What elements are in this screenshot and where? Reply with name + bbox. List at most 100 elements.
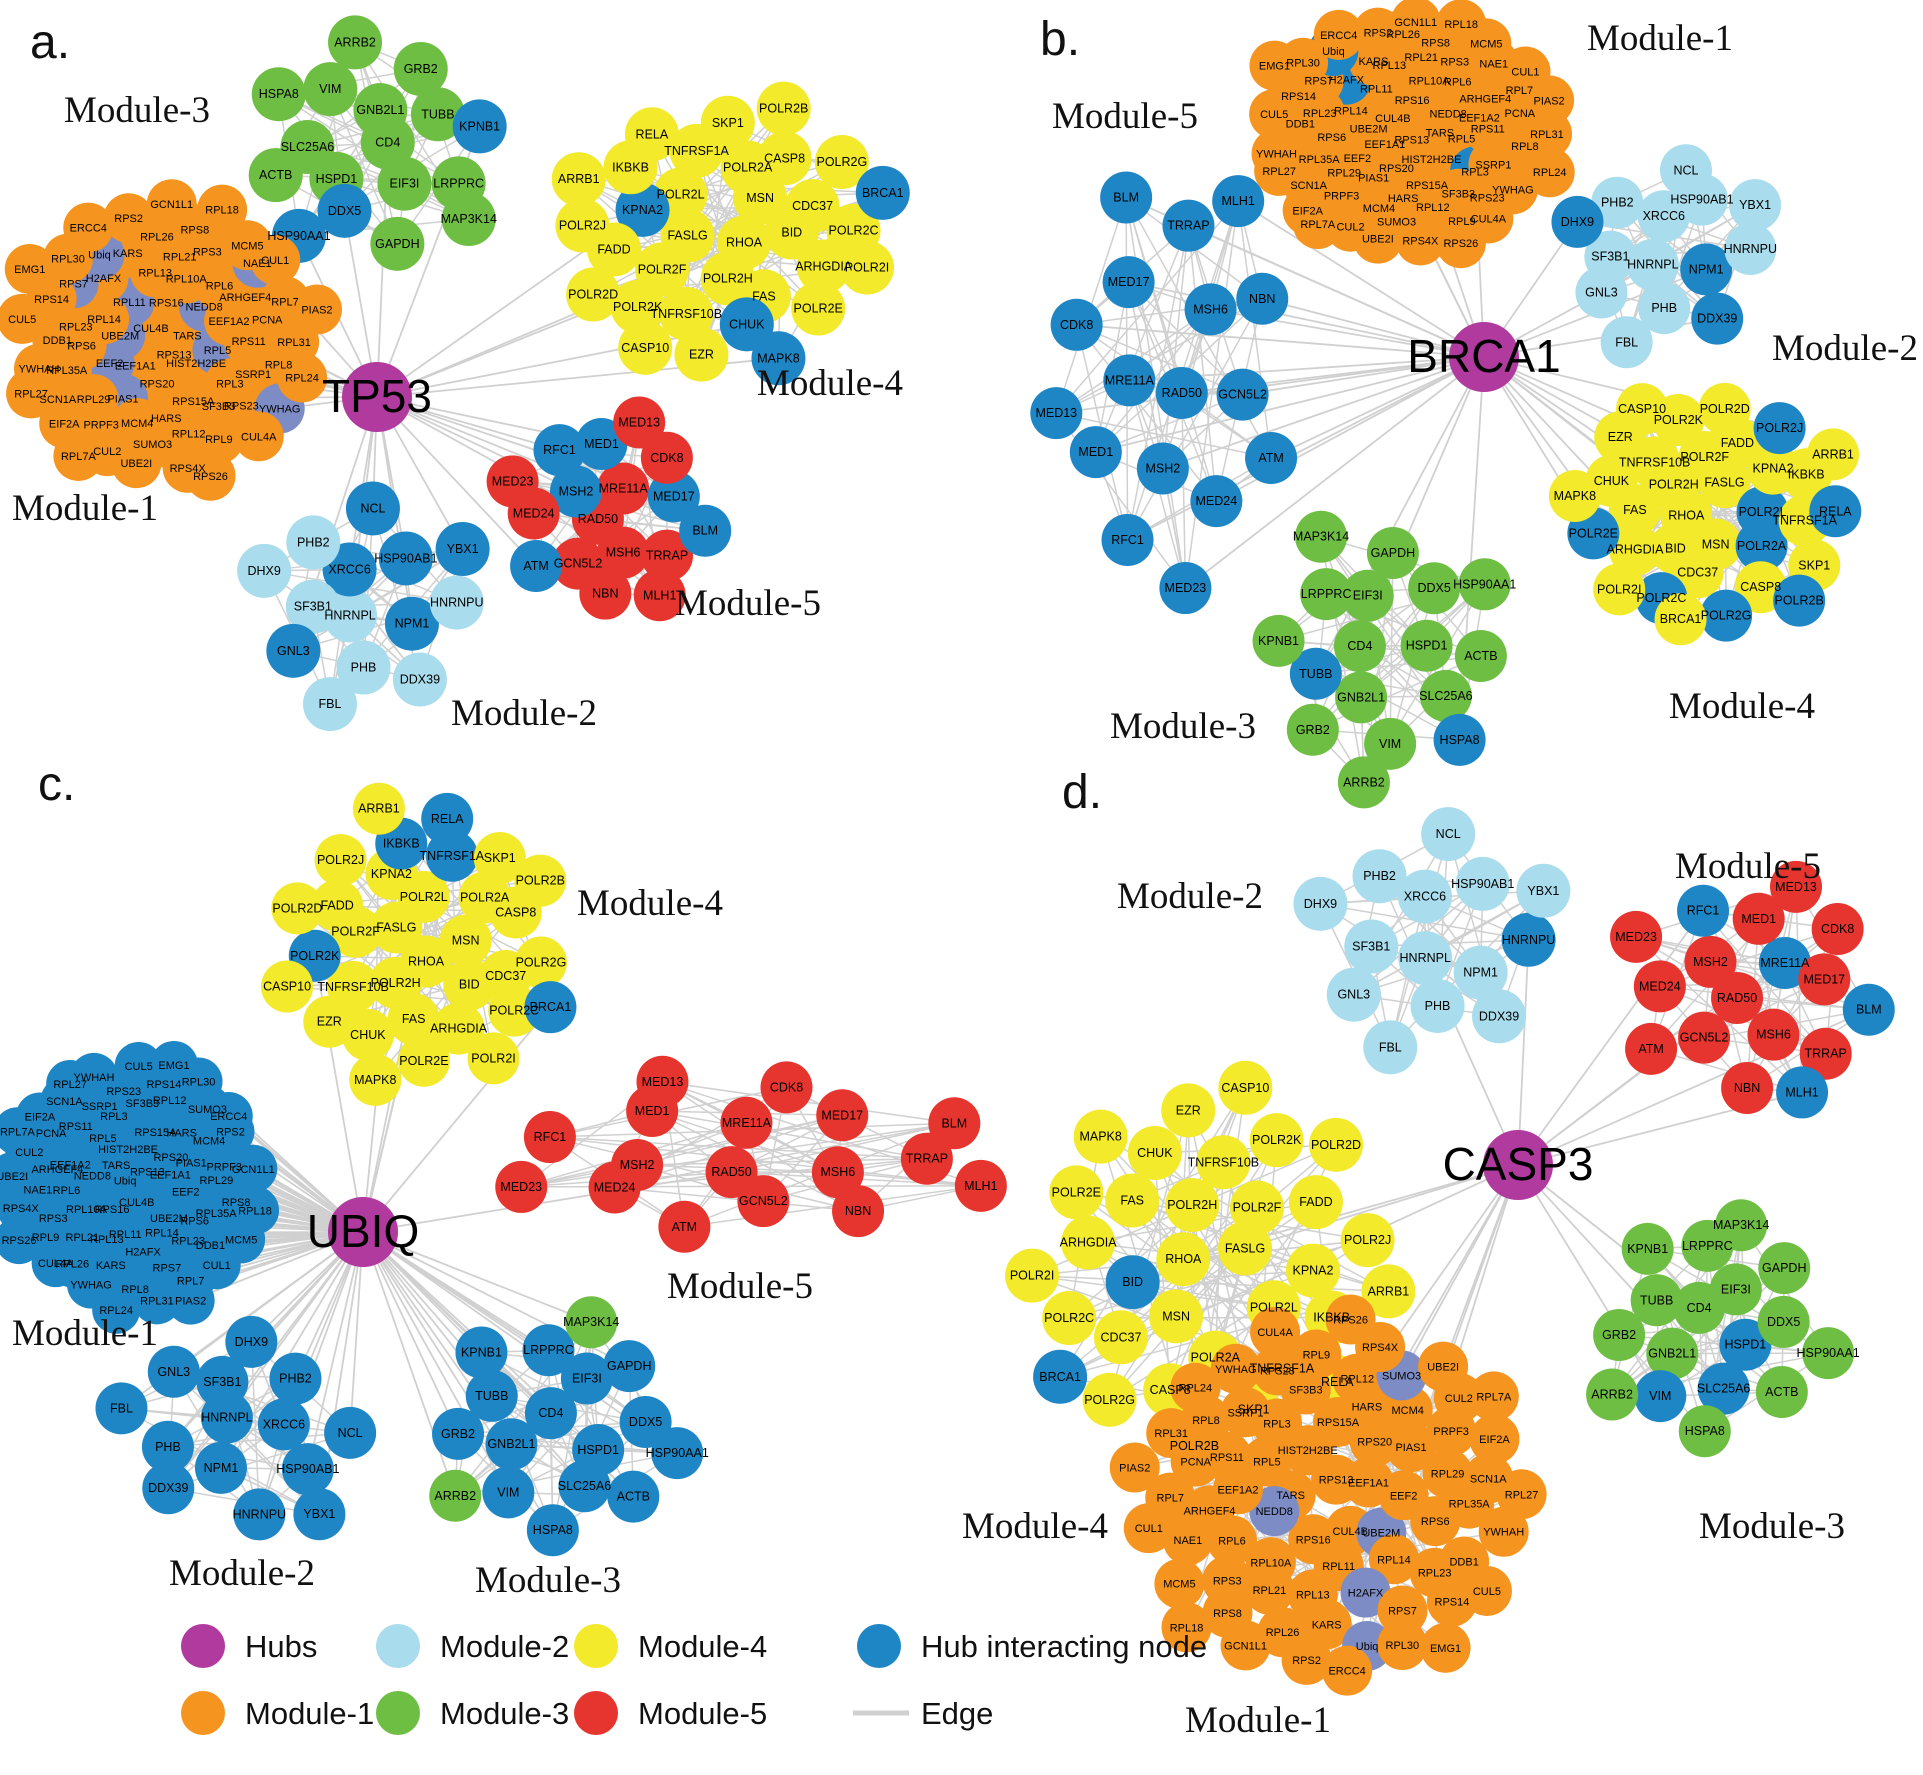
node-POLR2K[interactable]	[1249, 1113, 1304, 1168]
node-HSPA8[interactable]	[1678, 1405, 1731, 1458]
node-POLR2G[interactable]	[514, 936, 567, 989]
node-POLR2J[interactable]	[555, 198, 610, 253]
node-XRCC6[interactable]	[257, 1398, 310, 1451]
node-GNB2L1[interactable]	[1335, 671, 1388, 724]
node-CD4[interactable]	[524, 1387, 577, 1440]
node-VIM[interactable]	[1634, 1370, 1687, 1423]
node-ACTB[interactable]	[248, 148, 303, 203]
node-RPS2[interactable]	[1281, 1634, 1332, 1685]
node-POLR2J[interactable]	[1340, 1213, 1395, 1268]
node-MAP3K14[interactable]	[565, 1296, 618, 1349]
node-GAPDH[interactable]	[370, 216, 425, 271]
node-RPL7A[interactable]	[1468, 1371, 1519, 1422]
node-DHX9[interactable]	[1551, 195, 1604, 248]
node-KPNB1[interactable]	[1252, 614, 1305, 667]
node-ARRB2[interactable]	[1586, 1368, 1639, 1421]
node-TRRAP[interactable]	[900, 1132, 953, 1185]
node-HSP90AA1[interactable]	[1458, 558, 1511, 611]
node-DHX9[interactable]	[1293, 876, 1348, 931]
node-POLR2I[interactable]	[467, 1032, 520, 1085]
node-RAD50[interactable]	[1155, 366, 1208, 419]
node-UBE2I[interactable]	[111, 438, 162, 489]
node-ATM[interactable]	[1245, 432, 1298, 485]
node-NAE1[interactable]	[1162, 1515, 1213, 1566]
node-UBE2I[interactable]	[1418, 1341, 1469, 1392]
node-ATM[interactable]	[658, 1200, 711, 1253]
node-GCN1L1[interactable]	[1220, 1620, 1271, 1671]
node-YBX1[interactable]	[435, 522, 490, 577]
node-GCN1L1[interactable]	[1390, 0, 1441, 47]
node-ERCC4[interactable]	[204, 1092, 253, 1141]
node-RELA[interactable]	[421, 792, 474, 845]
node-MED24[interactable]	[1633, 960, 1686, 1013]
node-GNB2L1[interactable]	[353, 83, 408, 138]
node-FADD[interactable]	[311, 879, 364, 932]
node-UBE2I[interactable]	[0, 1152, 37, 1201]
node-SF3B1[interactable]	[285, 579, 340, 634]
hub-CASP3[interactable]	[1483, 1130, 1553, 1200]
node-HNRNPU[interactable]	[1724, 222, 1777, 275]
node-ARHGDIA[interactable]	[1609, 523, 1662, 576]
node-MED24[interactable]	[1190, 475, 1243, 528]
node-HSP90AB1[interactable]	[378, 531, 433, 586]
node-MRE11A[interactable]	[1758, 936, 1811, 989]
node-RPL18[interactable]	[1161, 1602, 1212, 1653]
node-RPL27[interactable]	[1254, 145, 1305, 196]
node-GAPDH[interactable]	[1366, 527, 1419, 580]
node-GAPDH[interactable]	[603, 1340, 656, 1393]
node-CUL5[interactable]	[114, 1041, 163, 1090]
node-DDX39[interactable]	[1472, 989, 1527, 1044]
node-EMG1[interactable]	[1420, 1622, 1471, 1673]
node-HSPA8[interactable]	[1433, 713, 1486, 766]
node-RPS7[interactable]	[1377, 1585, 1428, 1636]
node-FASLG[interactable]	[1218, 1221, 1273, 1276]
node-SKP1[interactable]	[700, 95, 755, 150]
node-GNL3[interactable]	[1575, 266, 1628, 319]
node-RPL31[interactable]	[1146, 1408, 1197, 1459]
node-VIM[interactable]	[303, 62, 358, 117]
node-VIM[interactable]	[1364, 717, 1417, 770]
node-RFC1[interactable]	[533, 424, 586, 477]
node-MAPK8[interactable]	[1073, 1109, 1128, 1164]
node-DHX9[interactable]	[225, 1315, 278, 1368]
node-MAPK8[interactable]	[1548, 469, 1601, 522]
node-CHUK[interactable]	[719, 297, 774, 352]
node-BRCA1[interactable]	[1033, 1349, 1088, 1404]
node-CDC37[interactable]	[1093, 1310, 1148, 1365]
node-ARRB1[interactable]	[551, 152, 606, 207]
node-NBN[interactable]	[579, 567, 632, 620]
node-POLR2G[interactable]	[1082, 1372, 1137, 1427]
node-NBN[interactable]	[1721, 1061, 1774, 1114]
node-RPS26[interactable]	[1325, 1294, 1376, 1345]
node-RPL7A[interactable]	[1292, 199, 1343, 250]
node-NPM1[interactable]	[1453, 945, 1508, 1000]
node-YBX1[interactable]	[1516, 863, 1571, 918]
node-CASP8[interactable]	[757, 131, 812, 186]
node-PHB[interactable]	[1638, 282, 1691, 335]
node-POLR2J[interactable]	[1753, 402, 1806, 455]
node-POLR2B[interactable]	[1773, 574, 1826, 627]
node-HSP90AB1[interactable]	[1455, 856, 1510, 911]
node-MED23[interactable]	[1159, 562, 1212, 615]
node-CASP10[interactable]	[261, 960, 314, 1013]
node-NPM1[interactable]	[1680, 243, 1733, 296]
node-NBN[interactable]	[1236, 272, 1289, 325]
node-HSP90AB1[interactable]	[281, 1443, 334, 1496]
node-RPL30[interactable]	[1377, 1619, 1428, 1670]
node-EIF3I[interactable]	[1709, 1263, 1762, 1316]
node-POLR2E[interactable]	[1049, 1165, 1104, 1220]
hub-TP53[interactable]	[342, 362, 412, 432]
node-FBL[interactable]	[95, 1382, 148, 1435]
node-RPL24[interactable]	[1524, 147, 1575, 198]
node-FADD[interactable]	[1288, 1175, 1343, 1230]
node-RPL7A[interactable]	[53, 430, 104, 481]
node-TRRAP[interactable]	[1162, 199, 1215, 252]
node-MSH6[interactable]	[1184, 283, 1237, 336]
node-GNL3[interactable]	[147, 1345, 200, 1398]
node-ARRB2[interactable]	[328, 15, 383, 70]
node-ARHGDIA[interactable]	[1061, 1215, 1116, 1270]
node-POLR2A[interactable]	[1735, 519, 1788, 572]
node-MED24[interactable]	[588, 1161, 641, 1214]
node-ATM[interactable]	[1625, 1022, 1678, 1075]
node-MLH1[interactable]	[954, 1159, 1007, 1212]
